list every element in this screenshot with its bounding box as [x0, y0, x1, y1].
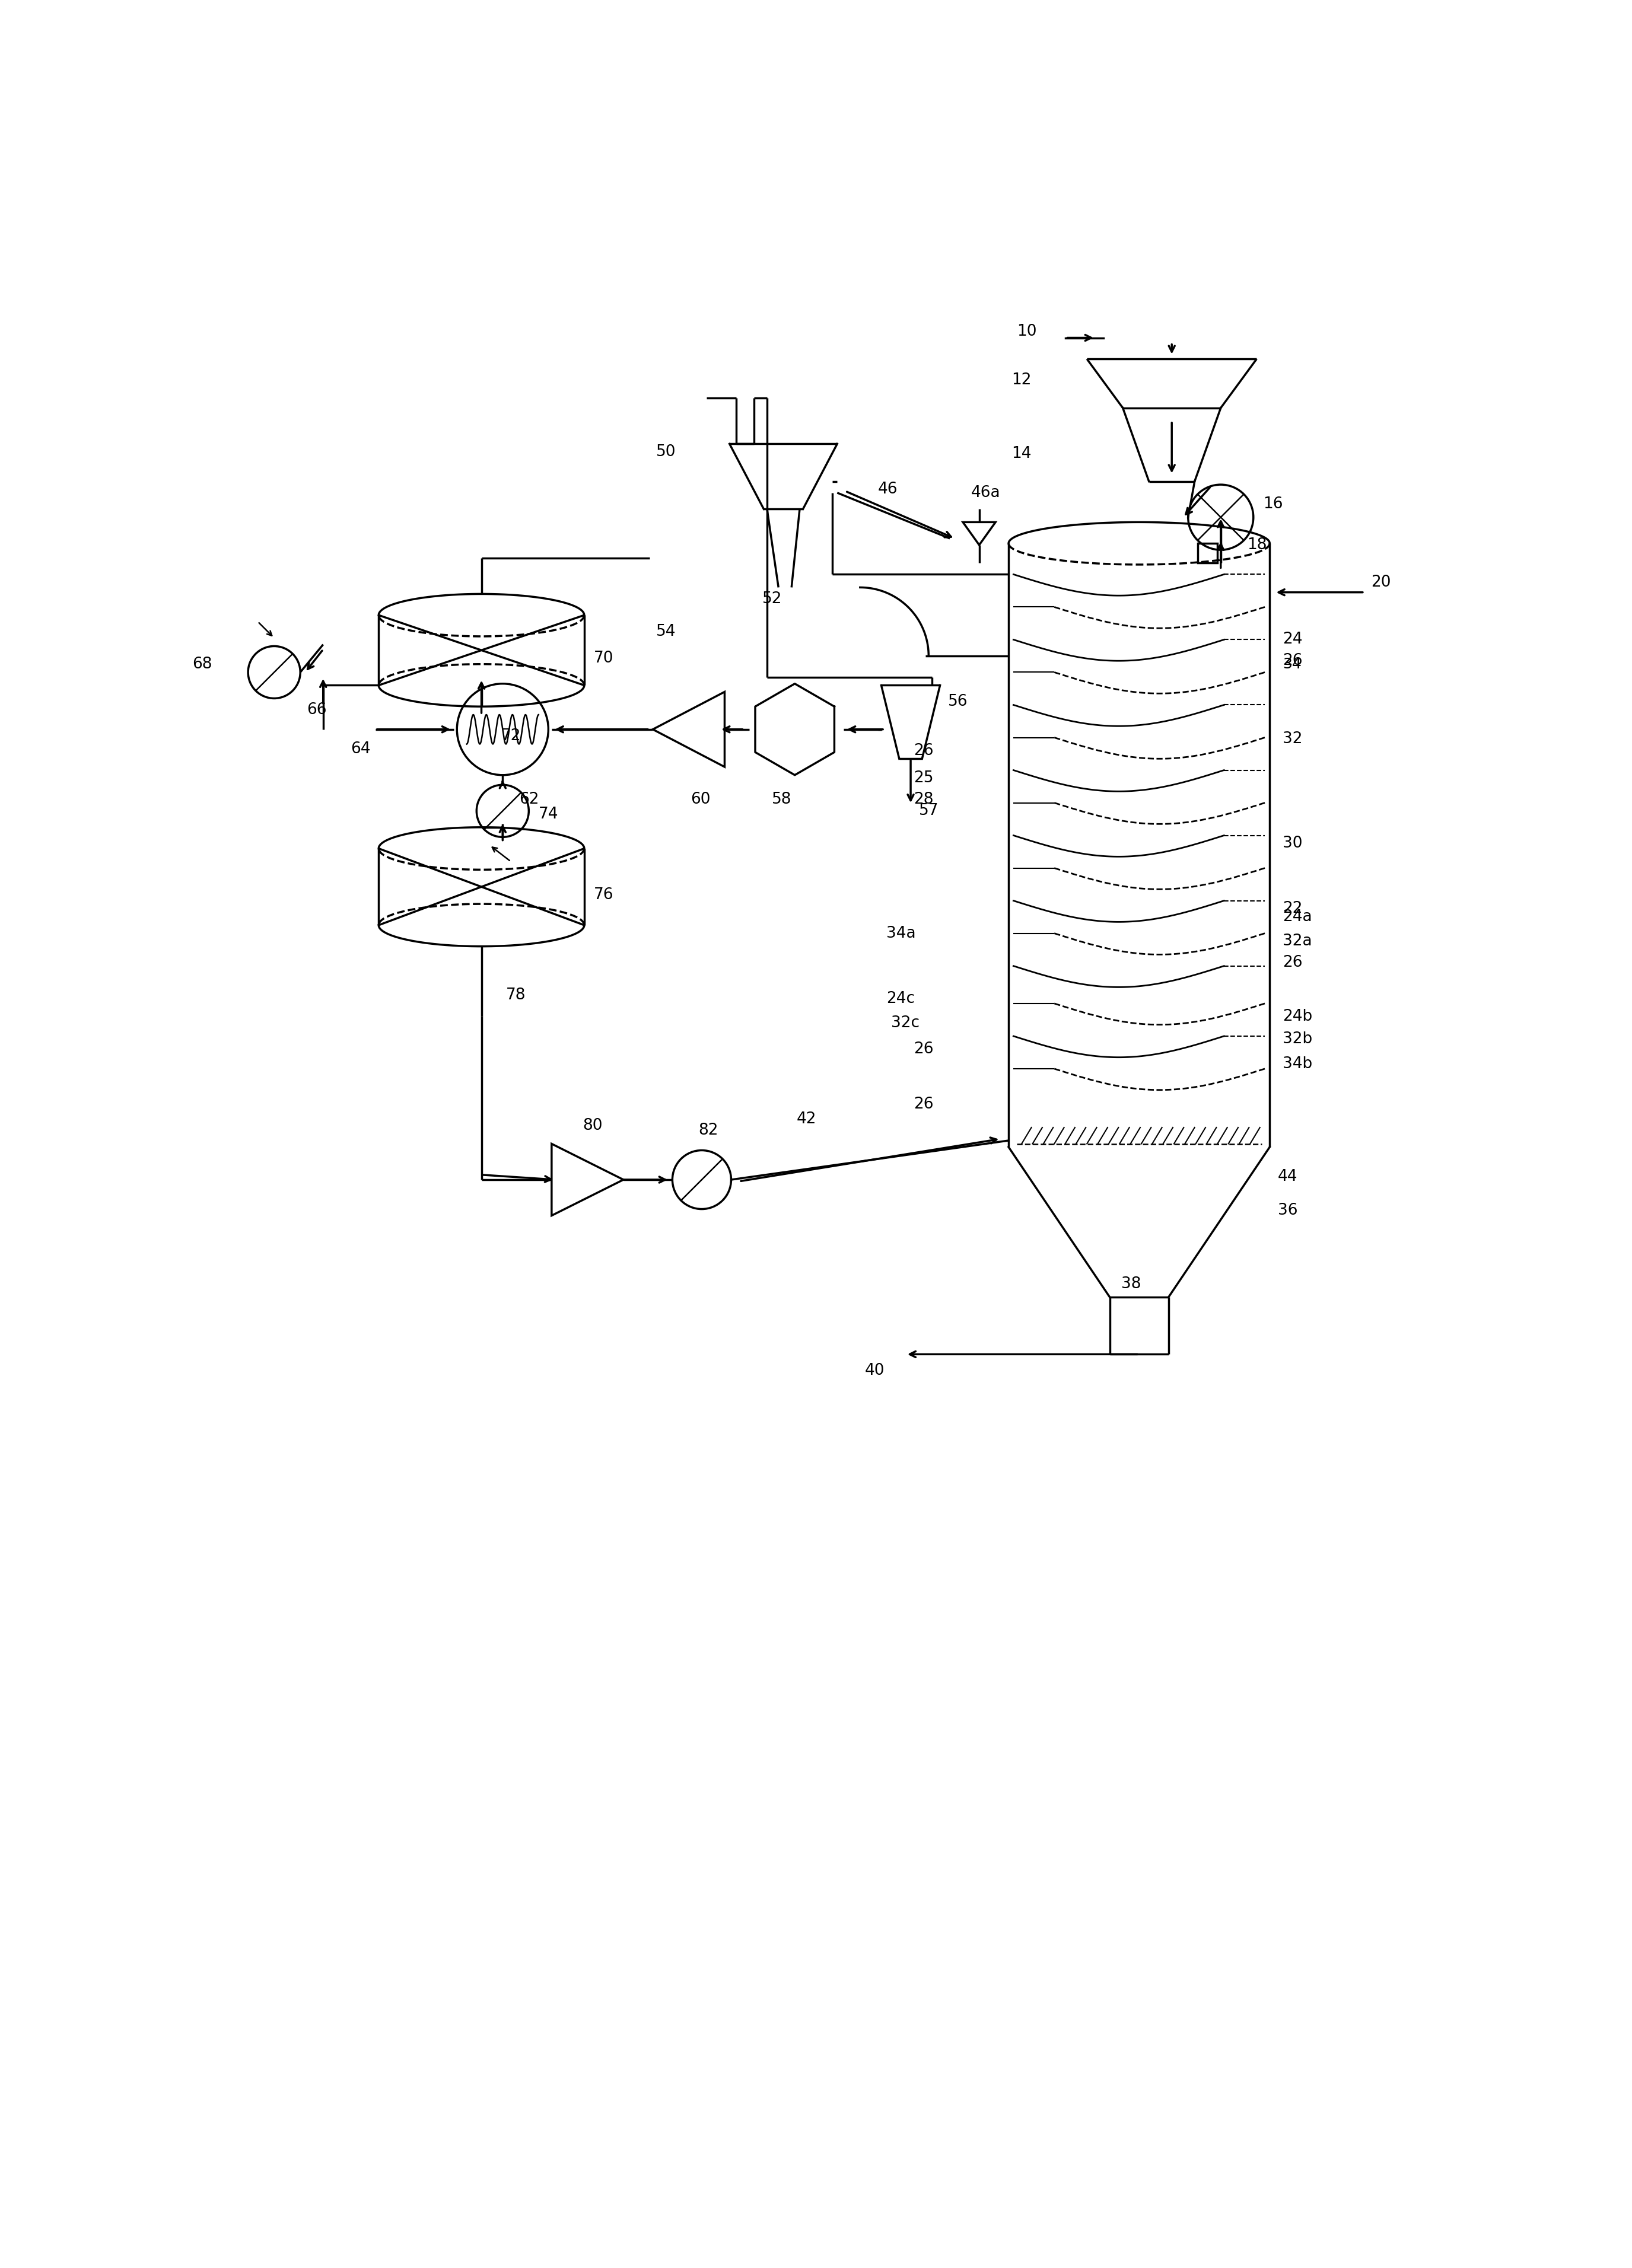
Text: 70: 70 — [594, 651, 614, 667]
Text: 34a: 34a — [886, 925, 916, 941]
Text: 42: 42 — [796, 1111, 816, 1127]
Text: 26: 26 — [1283, 955, 1302, 971]
Text: 44: 44 — [1278, 1168, 1297, 1184]
Text: 62: 62 — [519, 792, 539, 807]
Text: 26: 26 — [914, 744, 934, 758]
Text: 74: 74 — [539, 807, 558, 821]
Text: 54: 54 — [656, 624, 676, 640]
Text: 66: 66 — [307, 703, 326, 717]
Text: 68: 68 — [193, 655, 212, 671]
Text: 24c: 24c — [886, 991, 914, 1007]
Text: 26: 26 — [914, 1041, 934, 1057]
Text: 25: 25 — [914, 771, 934, 787]
Text: 24b: 24b — [1283, 1009, 1312, 1025]
Text: 57: 57 — [919, 803, 938, 819]
Text: 12: 12 — [1012, 372, 1031, 388]
Text: 36: 36 — [1278, 1202, 1297, 1218]
Text: 32: 32 — [1283, 733, 1302, 746]
Text: 64: 64 — [351, 742, 370, 758]
Text: 72: 72 — [501, 728, 521, 744]
Text: 34: 34 — [1283, 658, 1302, 671]
Text: 52: 52 — [762, 592, 782, 606]
Bar — [1198, 544, 1217, 562]
Text: 30: 30 — [1283, 837, 1302, 850]
Text: 60: 60 — [690, 792, 710, 807]
Text: 20: 20 — [1371, 574, 1390, 590]
Text: 56: 56 — [948, 694, 968, 710]
Text: 38: 38 — [1121, 1277, 1141, 1293]
Text: 78: 78 — [506, 987, 526, 1002]
Text: 22: 22 — [1283, 900, 1302, 916]
Text: 46: 46 — [878, 481, 898, 497]
Text: 32b: 32b — [1283, 1032, 1312, 1048]
Text: 76: 76 — [594, 887, 614, 903]
Text: 80: 80 — [583, 1118, 602, 1134]
Text: 34b: 34b — [1283, 1057, 1312, 1070]
Text: 14: 14 — [1012, 447, 1031, 460]
Text: 82: 82 — [698, 1123, 718, 1139]
Text: 32c: 32c — [891, 1016, 919, 1030]
Text: 32a: 32a — [1283, 934, 1312, 950]
Text: 40: 40 — [865, 1363, 885, 1379]
Text: 16: 16 — [1263, 497, 1283, 513]
Text: 46a: 46a — [971, 485, 1000, 501]
Text: 18: 18 — [1247, 538, 1266, 553]
Text: 50: 50 — [656, 445, 676, 460]
Text: 28: 28 — [914, 792, 934, 807]
Text: 26: 26 — [914, 1098, 934, 1111]
Text: 26: 26 — [1283, 653, 1302, 669]
Text: 58: 58 — [772, 792, 792, 807]
Text: 24a: 24a — [1283, 909, 1312, 925]
Text: 24: 24 — [1283, 633, 1302, 646]
Text: 10: 10 — [1017, 324, 1036, 338]
